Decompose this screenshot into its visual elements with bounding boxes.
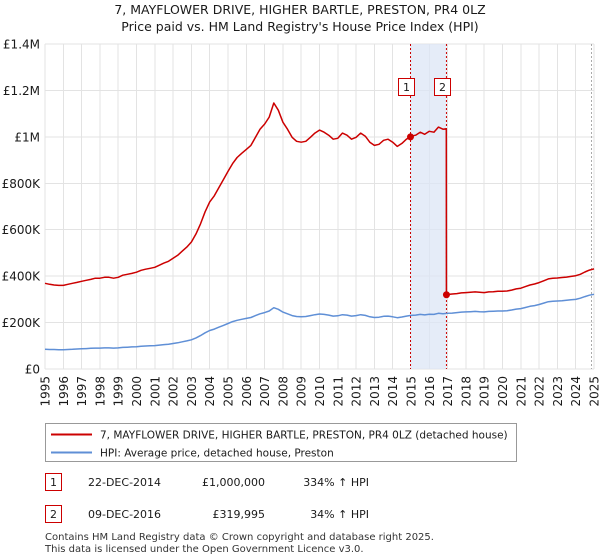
x-tick-label: 2002 xyxy=(167,376,181,407)
x-tick-label: 2011 xyxy=(331,376,345,407)
x-tick-label: 2006 xyxy=(240,376,254,407)
sale-hpi-change: 334% ↑ HPI xyxy=(303,476,369,489)
x-tick-label: 1995 xyxy=(39,376,53,407)
y-tick-label: £1M xyxy=(14,130,40,144)
x-tick-label: 1996 xyxy=(57,376,71,407)
grid xyxy=(44,43,595,370)
x-tick-label: 2016 xyxy=(423,376,437,407)
table-row-badge-box xyxy=(45,505,62,523)
sale-point xyxy=(407,133,415,141)
y-tick-label: £800K xyxy=(2,177,42,191)
table-row: 1 22-DEC-2014 £1,000,000 334% ↑ HPI xyxy=(45,473,369,491)
x-tick-label: 2023 xyxy=(551,376,565,407)
x-tick-label: 2003 xyxy=(185,376,199,407)
table-row-badge-box xyxy=(45,473,62,491)
sale-badge-label: 1 xyxy=(403,81,410,94)
y-tick-label: £1.2M xyxy=(3,84,40,98)
sale-badge-label: 2 xyxy=(439,81,446,94)
series-layer xyxy=(44,102,595,351)
chart-subtitle: Price paid vs. HM Land Registry's House … xyxy=(121,19,478,34)
y-tick-label: £0 xyxy=(25,363,40,377)
sale-date: 09-DEC-2016 xyxy=(88,508,161,521)
x-tick-label: 1997 xyxy=(75,376,89,407)
sale-price: £1,000,000 xyxy=(202,476,265,489)
legend-label-property: 7, MAYFLOWER DRIVE, HIGHER BARTLE, PREST… xyxy=(100,430,508,442)
sale-badge-box xyxy=(398,78,415,96)
table-row-badge-label: 2 xyxy=(50,508,57,521)
y-axis-ticks: £0 £200K £400K £600K £800K £1M £1.2M £1.4M xyxy=(2,38,42,377)
x-tick-label: 2018 xyxy=(459,376,473,407)
x-tick-label: 2009 xyxy=(295,376,309,407)
x-tick-label: 2021 xyxy=(514,376,528,407)
x-tick-label: 2001 xyxy=(148,376,162,407)
x-tick-label: 2007 xyxy=(258,376,272,407)
sale-badge-box xyxy=(434,78,451,96)
x-tick-label: 2014 xyxy=(386,376,400,407)
footer-copyright: Contains HM Land Registry data © Crown c… xyxy=(45,532,434,543)
x-tick-label: 2000 xyxy=(130,376,144,407)
x-tick-label: 2015 xyxy=(405,376,419,407)
x-axis-ticks: 1995 1996 1997 1998 1999 2000 2001 2002 2003 2004… xyxy=(39,376,600,407)
x-tick-label: 2004 xyxy=(203,376,217,407)
chart-title: 7, MAYFLOWER DRIVE, HIGHER BARTLE, PREST… xyxy=(114,2,485,17)
legend-label-hpi: HPI: Average price, detached house, Pres… xyxy=(100,448,334,460)
x-tick-label: 2025 xyxy=(588,376,600,407)
x-tick-label: 2024 xyxy=(569,376,583,407)
y-tick-label: £1.4M xyxy=(3,38,40,52)
table-row: 2 09-DEC-2016 £319,995 34% ↑ HPI xyxy=(45,505,369,523)
table-row-badge-label: 1 xyxy=(50,476,57,489)
x-tick-label: 2012 xyxy=(350,376,364,407)
sale-hpi-change: 34% ↑ HPI xyxy=(310,508,369,521)
x-tick-label: 2019 xyxy=(478,376,492,407)
sale-point xyxy=(442,291,450,299)
x-tick-label: 1998 xyxy=(93,376,107,407)
x-tick-label: 2010 xyxy=(313,376,327,407)
y-tick-label: £400K xyxy=(2,270,42,284)
footer-licence: This data is licensed under the Open Gov… xyxy=(44,544,364,555)
y-tick-label: £600K xyxy=(2,223,42,237)
x-tick-label: 2013 xyxy=(368,376,382,407)
sales-table: 1 22-DEC-2014 £1,000,000 334% ↑ HPI 2 09… xyxy=(45,473,369,523)
sale-date: 22-DEC-2014 xyxy=(88,476,161,489)
x-tick-label: 2008 xyxy=(276,376,290,407)
x-tick-label: 1999 xyxy=(112,376,126,407)
y-tick-label: £200K xyxy=(2,316,42,330)
sale-price: £319,995 xyxy=(213,508,266,521)
x-tick-label: 2005 xyxy=(222,376,236,407)
x-tick-label: 2022 xyxy=(533,376,547,407)
legend: 7, MAYFLOWER DRIVE, HIGHER BARTLE, PREST… xyxy=(45,423,517,462)
x-tick-label: 2017 xyxy=(441,376,455,407)
series-line-property xyxy=(44,102,595,296)
series-line-hpi xyxy=(44,293,595,351)
legend-box xyxy=(45,423,517,462)
x-tick-label: 2020 xyxy=(496,376,510,407)
